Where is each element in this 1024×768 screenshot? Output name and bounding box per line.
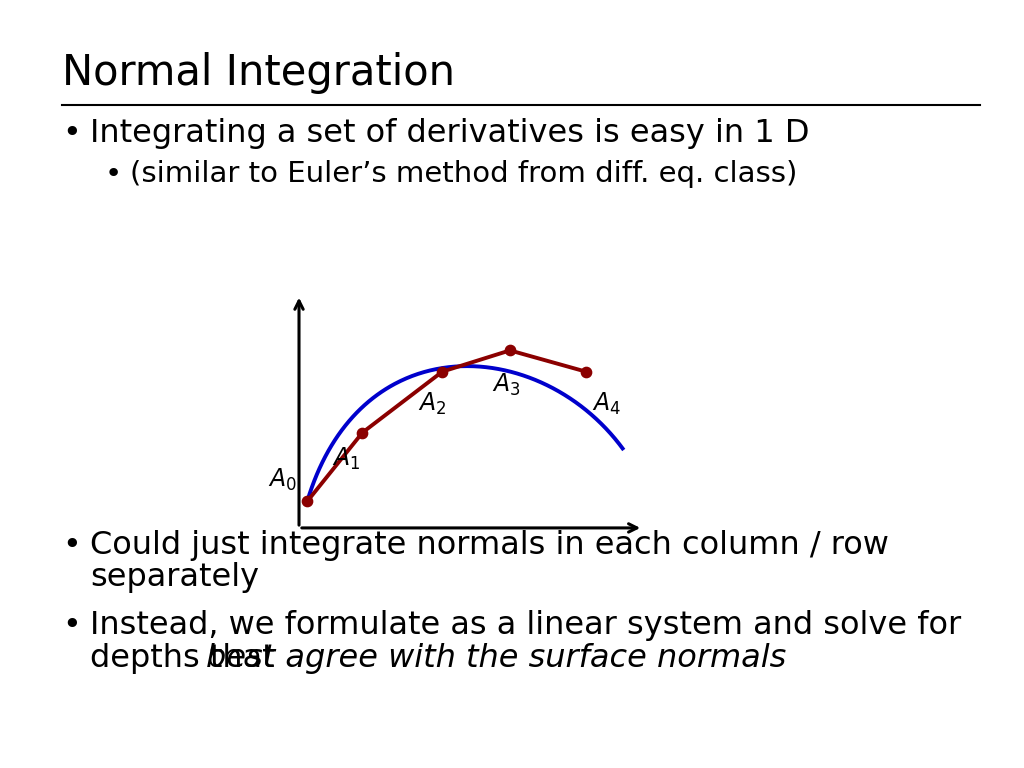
Point [354,426,371,439]
Text: •: • [105,160,122,188]
Text: •: • [62,530,81,561]
Point [299,495,315,508]
Text: Instead, we formulate as a linear system and solve for: Instead, we formulate as a linear system… [90,610,962,641]
Text: best agree with the surface normals: best agree with the surface normals [206,643,786,674]
Text: separately: separately [90,562,259,593]
Point [502,344,518,356]
Point [434,366,451,378]
Text: Could just integrate normals in each column / row: Could just integrate normals in each col… [90,530,889,561]
Text: $A_4$: $A_4$ [592,390,621,417]
Text: $A_2$: $A_2$ [418,390,446,417]
Text: depths that: depths that [90,643,285,674]
Text: $A_1$: $A_1$ [332,446,360,472]
Text: •: • [62,118,81,149]
Text: Normal Integration: Normal Integration [62,52,455,94]
Text: Integrating a set of derivatives is easy in 1 D: Integrating a set of derivatives is easy… [90,118,810,149]
Text: $A_3$: $A_3$ [492,372,520,398]
Text: $A_0$: $A_0$ [268,467,297,494]
Text: (similar to Euler’s method from diff. eq. class): (similar to Euler’s method from diff. eq… [130,160,798,188]
Text: •: • [62,610,81,641]
Point [578,366,594,378]
